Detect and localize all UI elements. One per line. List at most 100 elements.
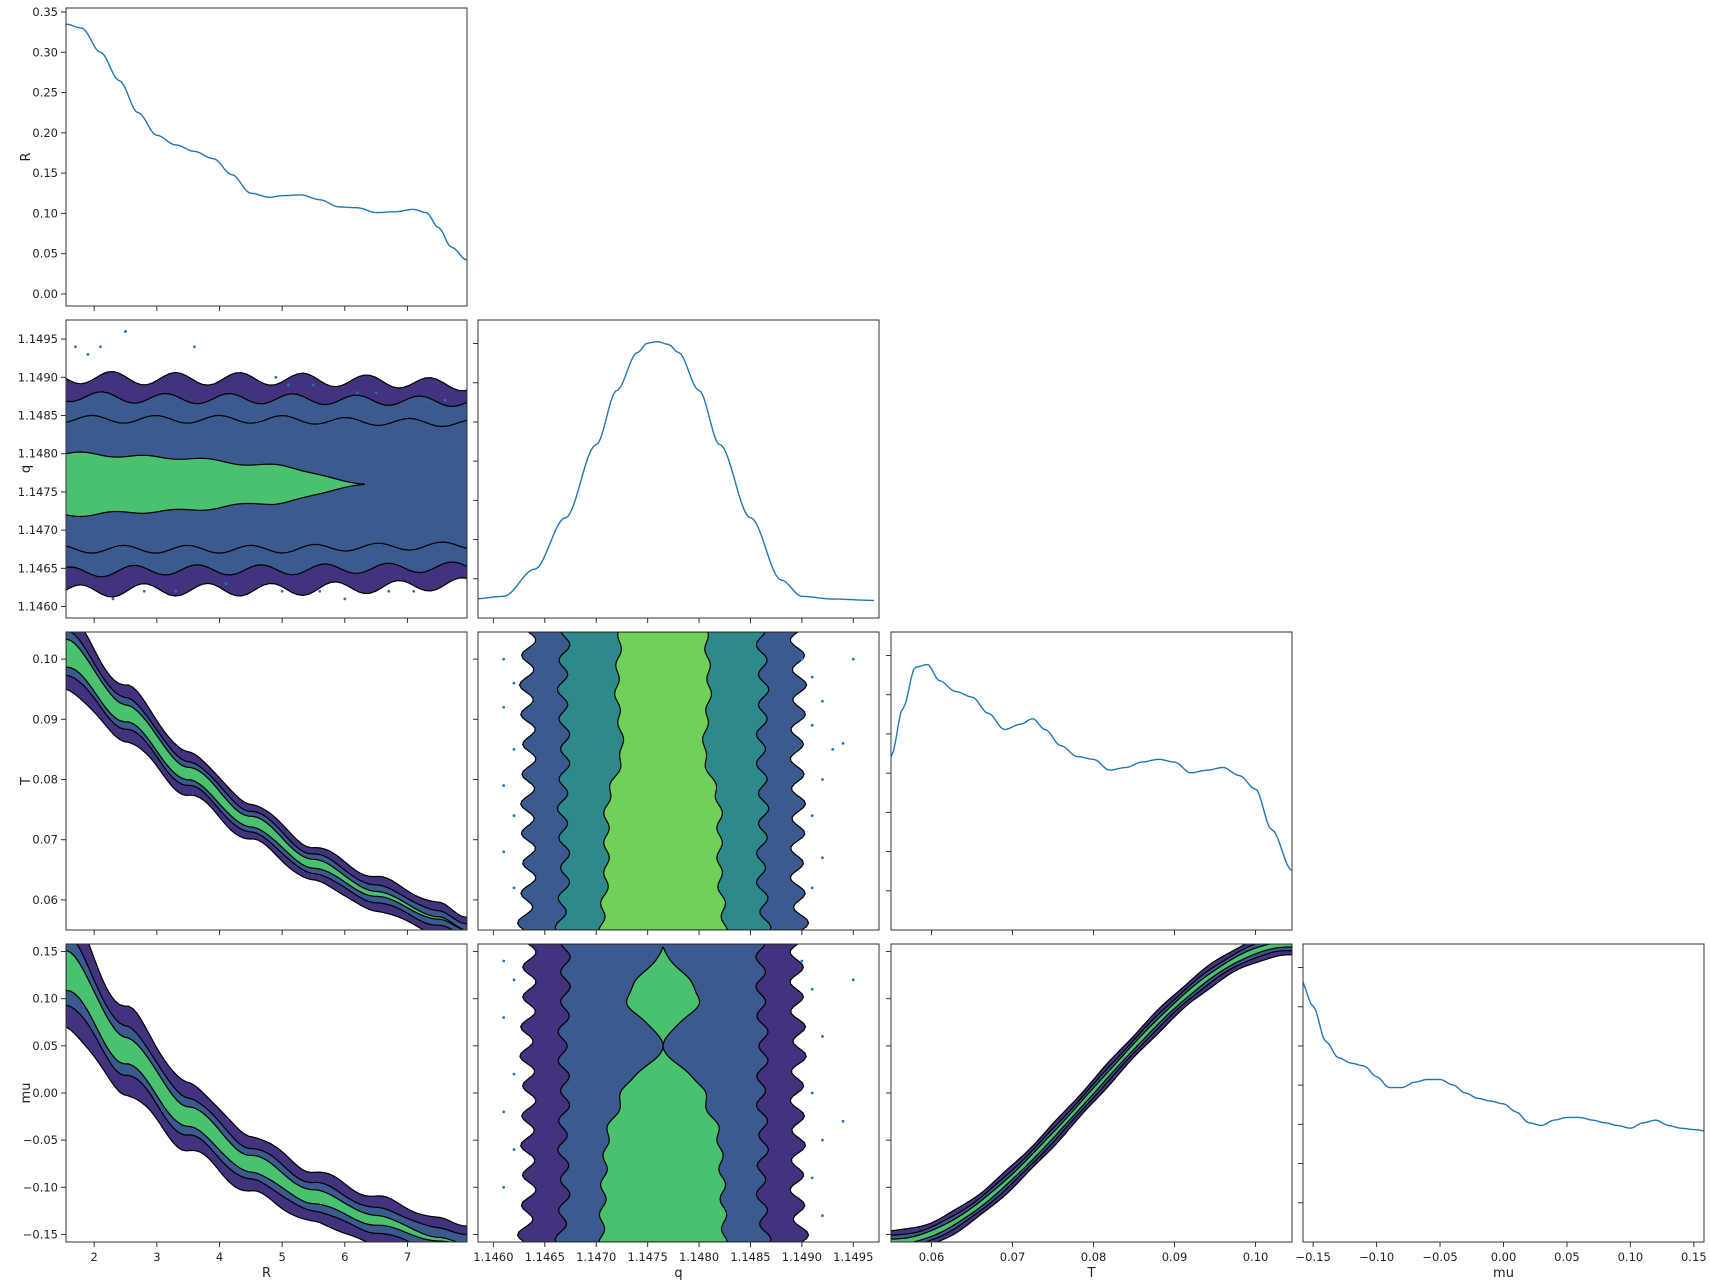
x-tick-label: 1.1485 [730,1250,770,1264]
y-axis-label-mu: mu [19,1083,34,1104]
scatter-point [502,1016,506,1019]
y-axis-label-T: T [19,777,34,786]
panel-frame [477,319,880,619]
x-tick-label: 0.10 [1243,1250,1269,1264]
scatter-point [821,1214,824,1217]
panel-mu-mu [1303,980,1704,1132]
y-tick-label: 0.05 [32,1039,58,1053]
y-tick-label: −0.05 [23,1133,58,1147]
panel-frame [65,631,468,931]
panel-T-R [66,632,467,930]
scatter-point [424,398,428,402]
y-tick-label: −0.10 [23,1180,58,1194]
x-axis-label-q: q [674,1266,682,1280]
x-tick-label: 0.10 [1618,1250,1644,1264]
panel-q-q [478,340,874,602]
panel-frame [65,319,468,619]
scatter-point [502,1185,506,1189]
contour-level-4 [66,451,365,518]
x-tick-label: 1.1465 [525,1250,565,1264]
contour-level-1 [66,944,467,1242]
scatter-point [821,778,824,781]
scatter-point [512,1148,516,1151]
contour-level-1 [66,632,467,930]
scatter-point [124,330,127,333]
scatter-point [502,784,506,787]
scatter-point [810,1091,814,1095]
y-tick-label: 0.15 [32,945,58,959]
x-tick-label: 1.1460 [473,1250,513,1264]
y-tick-label: 1.1490 [18,370,58,384]
y-tick-label: 0.00 [32,287,58,301]
panel-q-R [66,330,467,601]
panel-frame [477,631,880,931]
scatter-point [142,589,146,593]
scatter-point [851,657,855,661]
scatter-point [274,375,278,379]
x-tick-label: 3 [153,1250,160,1264]
scatter-point [810,814,814,818]
y-tick-label: 0.07 [32,833,58,847]
scatter-point [502,705,506,709]
scatter-point [443,398,447,402]
panel-T-q [502,632,855,930]
x-tick-label: −0.10 [1359,1250,1394,1264]
y-axis-label-R: R [19,152,34,161]
x-tick-label: 6 [341,1250,348,1264]
kde-curve-mu [1303,980,1704,1132]
scatter-point [343,597,347,601]
scatter-point [86,352,90,356]
scatter-point [111,597,115,601]
x-tick-label: 2 [91,1250,98,1264]
y-axis-label-q: q [19,465,34,473]
x-tick-label: 0.15 [1681,1250,1707,1264]
scatter-point [512,681,516,685]
y-tick-label: 0.30 [32,45,58,59]
y-tick-label: 1.1480 [18,447,58,461]
panel-frame [65,7,468,307]
x-tick-label: 0.00 [1491,1250,1517,1264]
scatter-point [224,582,228,586]
x-tick-label: 0.08 [1081,1250,1107,1264]
y-tick-label: 0.08 [32,772,58,786]
scatter-point [174,589,178,593]
scatter-point [810,987,814,991]
panel-T-T [891,663,1292,871]
y-tick-label: 1.1465 [18,561,58,575]
x-tick-label: 1.1490 [782,1250,822,1264]
x-tick-label: 0.06 [919,1250,945,1264]
scatter-point [193,345,196,349]
y-tick-label: 1.1470 [18,523,58,537]
contour-level-3 [597,946,729,1242]
y-tick-label: 0.35 [32,5,58,19]
scatter-point [355,391,359,394]
y-tick-label: 1.1460 [18,600,58,614]
kde-curve-T [891,663,1292,871]
x-tick-label: 0.07 [1000,1250,1026,1264]
contour-level-2 [66,944,467,1242]
kde-curve-R [66,23,467,261]
y-tick-label: 1.1475 [18,485,58,499]
scatter-point [512,886,516,890]
y-tick-label: 0.20 [32,126,58,140]
scatter-point [810,1176,814,1180]
y-tick-label: 0.10 [32,992,58,1006]
scatter-point [280,589,284,593]
contour-level-2 [66,632,467,930]
x-tick-label: −0.15 [1296,1250,1331,1264]
scatter-point [287,383,290,387]
y-tick-label: 0.10 [32,206,58,220]
scatter-point [800,959,804,963]
scatter-point [821,1035,824,1038]
x-tick-label: 0.09 [1162,1250,1188,1264]
scatter-point [412,589,416,593]
scatter-point [502,657,506,661]
contour-level-3 [66,638,464,930]
scatter-point [512,747,516,751]
x-tick-label: 7 [404,1250,411,1264]
x-tick-label: 1.1495 [833,1250,873,1264]
panel-mu-T [891,944,1292,1242]
y-tick-label: 0.05 [32,247,58,261]
x-tick-label: 1.1470 [576,1250,616,1264]
scatter-point [502,959,506,963]
